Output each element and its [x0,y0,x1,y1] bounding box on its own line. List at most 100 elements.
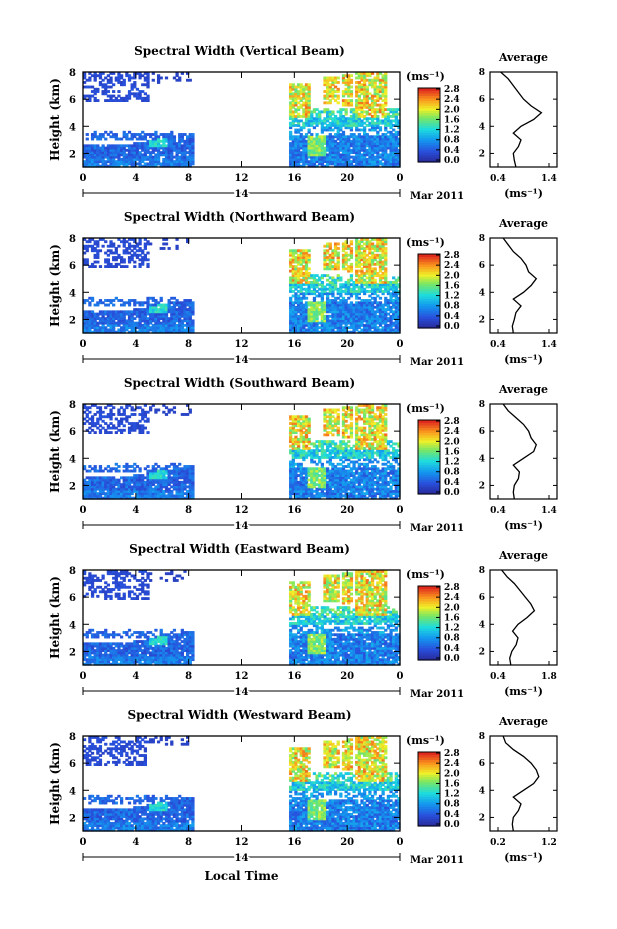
heatmap-cell [326,153,330,157]
heatmap-cell [397,164,401,168]
heatmap-cell [363,74,367,78]
heatmap-cell [333,76,338,80]
heatmap-cell [106,249,111,253]
colorbar-segment [418,127,440,131]
heatmap-cell [133,301,137,305]
heatmap-cell [90,296,95,300]
heatmap-cell [296,114,301,118]
colorbar-segment [418,149,440,153]
heatmap-cell [151,148,155,152]
heatmap-cell [180,312,184,316]
heatmap-cell [357,90,361,93]
heatmap-cell [312,278,317,282]
heatmap-cell [376,130,380,134]
heatmap-cell [135,146,140,150]
heatmap-cell [151,319,155,323]
heatmap-cell [315,121,319,125]
heatmap-cell [146,265,150,268]
heatmap-cell [310,142,314,145]
heatmap-cell [170,317,174,321]
heatmap-cell [365,103,369,107]
heatmap-cell [307,280,311,284]
heatmap-cell [304,144,309,148]
heatmap-cell [104,164,108,168]
heatmap-cell [376,76,380,80]
heatmap-cell [363,133,367,136]
x-tick-label: 20 [340,173,354,184]
heatmap-cell [315,274,319,278]
heatmap-cell [310,121,314,125]
heatmap-cell [156,319,161,323]
heatmap-cell [315,153,319,157]
heatmap-cell [384,126,388,130]
heatmap-cell [119,317,124,321]
heatmap-cell [304,117,309,121]
heatmap-cell [289,278,293,282]
heatmap-cell [146,305,150,309]
heatmap-cell [133,81,137,84]
heatmap-cell [96,242,100,246]
heatmap-cell [384,121,388,125]
colorbar-segment [418,105,440,109]
heatmap-cell [310,274,314,278]
heatmap-cell [378,162,383,166]
colorbar-segment [418,100,440,104]
heatmap-cell [88,326,92,330]
heatmap-cell [289,133,293,136]
heatmap-cell [154,303,158,307]
heatmap-cell [328,99,332,102]
heatmap-cell [127,74,132,78]
colorbar-segment [418,107,440,111]
heatmap-cell [307,94,311,98]
heatmap-cell [98,137,103,141]
heatmap-cell [151,157,155,161]
heatmap-cell [373,267,377,271]
heatmap-cell [373,112,377,116]
heatmap-cell [156,328,161,332]
heatmap-cell [117,299,121,302]
heatmap-cell [368,103,372,107]
heatmap-cell [360,108,364,112]
heatmap-cell [106,85,111,89]
heatmap-cell [96,240,100,244]
heatmap-cell [328,110,332,114]
heatmap-cell [167,328,171,332]
heatmap-cell [191,148,195,152]
heatmap-cell [125,96,129,100]
heatmap-cell [186,238,190,241]
heatmap-cell [83,301,87,305]
heatmap-cell [307,417,311,421]
heatmap-cell [373,148,377,152]
heatmap-cell [175,146,179,150]
heatmap-cell [333,146,338,150]
heatmap-cell [186,299,190,302]
heatmap-cell [363,87,367,91]
heatmap-cell [83,328,87,332]
heatmap-cell [106,153,111,157]
heatmap-cell [159,299,163,302]
heatmap-cell [88,155,92,159]
heatmap-cell [186,139,190,143]
heatmap-cell [106,299,111,302]
heatmap-cell [384,267,388,271]
heatmap-cell [339,117,343,121]
heatmap-cell [320,137,324,141]
heatmap-cell [310,119,314,123]
heatmap-cell [320,276,324,280]
heatmap-cell [146,133,150,136]
heatmap-cell [289,103,293,107]
heatmap-cell [370,101,375,105]
heatmap-cell [326,157,330,161]
heatmap-cell [191,323,195,327]
heatmap-cell [392,119,396,123]
heatmap-cell [117,155,121,159]
heatmap-cell [294,146,298,150]
colorbar-tick-label: 2.4 [444,261,460,271]
heatmap-cell [133,92,137,96]
heatmap-cell [312,326,317,330]
heatmap-cell [109,310,113,314]
heatmap-cell [352,151,356,155]
heatmap-cell [310,110,314,114]
heatmap-cell [386,162,391,166]
heatmap-cell [146,157,150,161]
